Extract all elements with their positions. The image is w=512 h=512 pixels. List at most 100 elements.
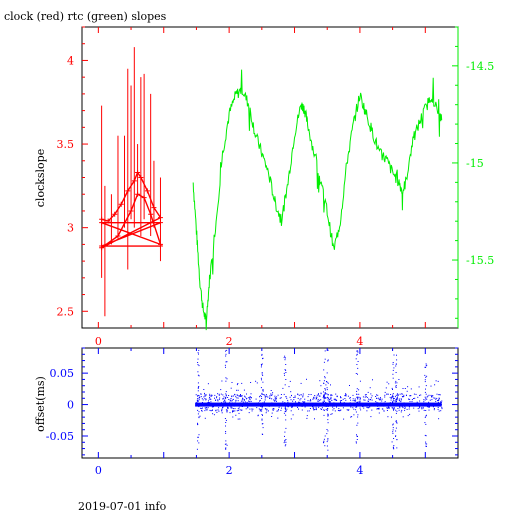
offset-point <box>222 404 224 406</box>
offset-point <box>433 397 435 399</box>
offset-point <box>225 395 227 397</box>
offset-point <box>300 394 302 396</box>
offset-point <box>246 397 248 399</box>
offset-point <box>428 401 430 403</box>
offset-point <box>413 393 415 395</box>
offset-point <box>200 393 202 395</box>
offset-point <box>244 405 245 407</box>
offset-point <box>425 405 427 407</box>
offset-point <box>268 410 269 412</box>
offset-point <box>224 400 226 402</box>
offset-point <box>259 396 260 398</box>
offset-point <box>224 397 226 399</box>
offset-point <box>204 395 206 397</box>
offset-point <box>355 409 357 411</box>
offset-point <box>235 414 237 416</box>
offset-point <box>366 410 368 412</box>
offset-point <box>349 405 351 407</box>
offset-point <box>331 400 333 401</box>
offset-point <box>199 396 201 398</box>
offset-point <box>319 395 321 397</box>
offset-point <box>355 400 357 402</box>
offset-point <box>393 354 395 356</box>
offset-point <box>399 407 401 409</box>
offset-point <box>330 384 331 386</box>
offset-point <box>211 395 213 397</box>
offset-point <box>356 402 358 404</box>
offset-point <box>347 404 349 406</box>
offset-point <box>392 349 393 351</box>
offset-point <box>393 397 394 399</box>
offset-point <box>290 410 292 412</box>
offset-point <box>352 400 354 402</box>
offset-point <box>324 402 326 404</box>
offset-point <box>400 398 402 400</box>
offset-point <box>204 410 206 412</box>
offset-point <box>401 393 403 395</box>
offset-point <box>259 395 261 397</box>
offset-point <box>228 403 230 404</box>
offset-point <box>326 381 328 383</box>
offset-point <box>438 405 440 407</box>
offset-point <box>265 396 267 398</box>
offset-point <box>284 374 285 376</box>
offset-point <box>304 406 306 408</box>
offset-point <box>323 394 325 396</box>
offset-point <box>225 380 227 382</box>
offset-point <box>355 441 357 443</box>
offset-point <box>269 398 271 399</box>
offset-point <box>272 392 274 394</box>
offset-point <box>225 361 227 363</box>
offset-point <box>429 399 431 401</box>
offset-point <box>204 398 206 400</box>
offset-y-axis-label: offset(ms) <box>34 376 47 432</box>
offset-point <box>314 395 316 396</box>
offset-point <box>423 401 425 403</box>
offset-point <box>428 403 430 405</box>
offset-point <box>235 399 237 401</box>
offset-point <box>357 361 359 362</box>
offset-point <box>260 377 262 379</box>
offset-point <box>302 396 304 398</box>
offset-point <box>304 401 306 403</box>
offset-point <box>271 398 273 400</box>
offset-point <box>323 442 325 444</box>
offset-point <box>387 416 389 418</box>
offset-point <box>237 409 239 411</box>
offset-point <box>239 395 241 397</box>
data-point <box>144 188 150 194</box>
offset-point <box>262 374 264 376</box>
offset-point <box>258 408 260 410</box>
offset-point <box>223 396 225 398</box>
offset-point <box>299 399 301 401</box>
offset-point <box>350 399 352 401</box>
offset-point <box>393 407 395 409</box>
offset-point <box>261 372 263 374</box>
offset-point <box>356 396 358 398</box>
offset-point <box>395 409 397 411</box>
offset-point <box>395 380 397 382</box>
offset-point <box>250 400 252 402</box>
offset-point <box>236 397 238 399</box>
offset-point <box>325 384 327 386</box>
offset-point <box>201 408 203 410</box>
offset-point <box>428 406 430 408</box>
offset-point <box>256 382 258 384</box>
x-tick-label: 2 <box>226 464 233 477</box>
offset-point <box>340 396 341 398</box>
offset-point <box>201 410 202 412</box>
offset-point <box>274 395 276 397</box>
offset-point <box>396 439 398 441</box>
offset-series <box>195 349 443 451</box>
offset-point <box>381 398 383 400</box>
offset-point <box>378 408 380 410</box>
offset-point <box>312 405 314 407</box>
offset-point <box>293 397 295 398</box>
offset-point <box>198 399 200 401</box>
offset-point <box>285 372 287 373</box>
offset-point <box>247 407 249 409</box>
offset-point <box>196 399 198 401</box>
offset-point <box>395 402 397 404</box>
offset-point <box>359 407 361 409</box>
offset-point <box>222 394 224 396</box>
